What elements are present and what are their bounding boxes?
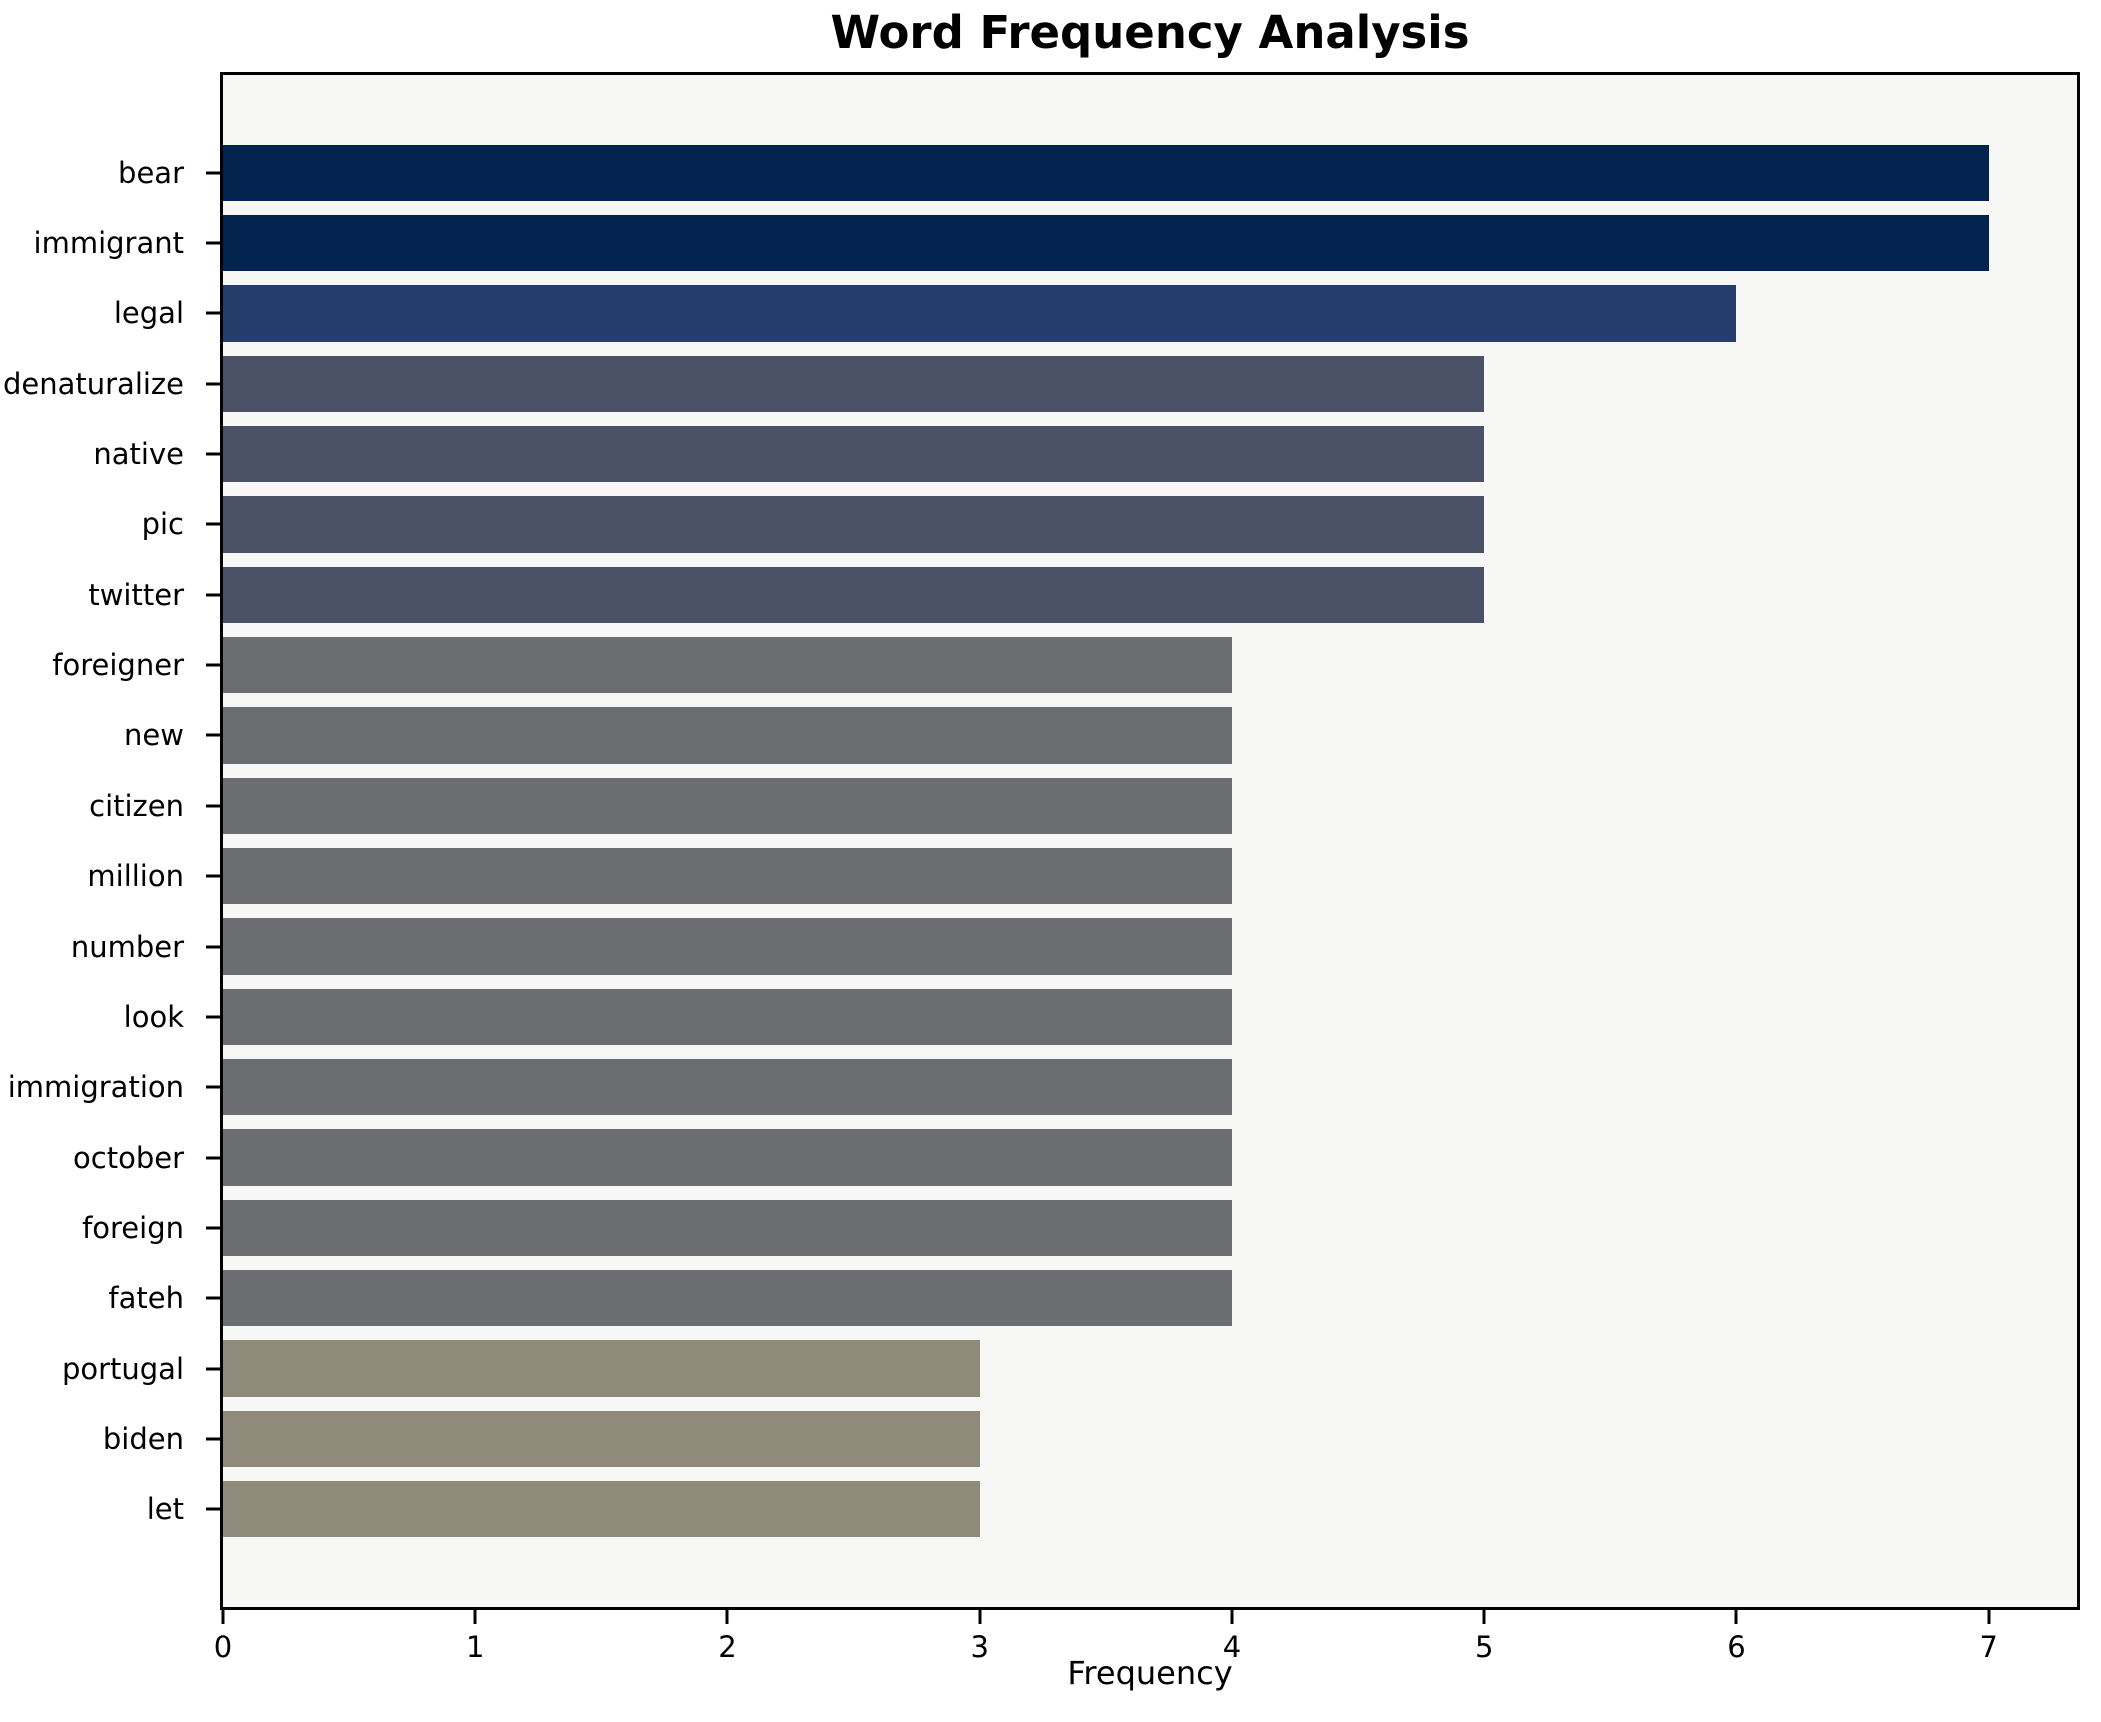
y-tick-mark <box>206 1015 220 1019</box>
plot-area <box>220 72 2080 1610</box>
bar-biden <box>223 1410 980 1468</box>
y-tick-label-immigrant: immigrant <box>33 226 184 261</box>
bar-new <box>223 707 1232 764</box>
x-tick-label-4: 4 <box>1222 1630 1242 1664</box>
y-tick-label-million: million <box>87 859 184 894</box>
x-tick-mark <box>1734 1610 1738 1624</box>
y-tick-label-new: new <box>124 718 184 753</box>
y-tick-mark <box>206 522 220 526</box>
y-tick-mark <box>206 452 220 456</box>
y-tick-mark <box>206 1437 220 1441</box>
y-tick-mark <box>206 241 220 245</box>
bar-citizen <box>223 777 1232 834</box>
y-tick-label-foreign: foreign <box>82 1210 184 1245</box>
y-tick-label-foreigner: foreigner <box>52 648 184 683</box>
y-tick-mark <box>206 171 220 175</box>
bar-native <box>223 425 1485 483</box>
y-tick-mark <box>206 663 220 667</box>
y-tick-label-twitter: twitter <box>88 577 184 612</box>
x-tick-mark <box>725 1610 729 1624</box>
bar-foreign <box>223 1199 1232 1256</box>
bar-look <box>223 988 1232 1045</box>
bar-number <box>223 918 1232 975</box>
y-tick-label-portugal: portugal <box>61 1351 184 1386</box>
x-tick-label-1: 1 <box>466 1630 485 1664</box>
y-tick-label-native: native <box>93 437 184 472</box>
x-axis-title: Frequency <box>1067 1654 1233 1692</box>
y-tick-label-let: let <box>146 1492 184 1527</box>
y-tick-mark <box>206 1085 220 1089</box>
x-tick-mark <box>1987 1610 1991 1624</box>
y-tick-label-look: look <box>123 999 184 1034</box>
y-tick-mark <box>206 382 220 386</box>
y-tick-label-denaturalize: denaturalize <box>2 366 184 401</box>
x-tick-label-5: 5 <box>1474 1630 1494 1664</box>
x-tick-label-7: 7 <box>1979 1630 1998 1664</box>
y-tick-mark <box>206 1507 220 1511</box>
x-tick-label-3: 3 <box>970 1630 989 1664</box>
x-tick-mark <box>473 1610 477 1624</box>
x-tick-mark <box>978 1610 982 1624</box>
y-tick-mark <box>206 593 220 597</box>
y-tick-mark <box>206 1226 220 1230</box>
bar-immigration <box>223 1059 1232 1116</box>
x-tick-mark <box>221 1610 225 1624</box>
y-axis: bear immigrant legal denaturalize native pic t… <box>0 75 220 1607</box>
y-tick-label-legal: legal <box>113 296 184 331</box>
bar-portugal <box>223 1340 980 1397</box>
y-tick-label-immigration: immigration <box>7 1070 184 1105</box>
bar-let <box>223 1481 980 1538</box>
y-tick-label-fateh: fateh <box>108 1281 184 1316</box>
y-tick-label-citizen: citizen <box>89 788 184 823</box>
y-tick-label-october: october <box>73 1140 184 1175</box>
bar-fateh <box>223 1270 1232 1327</box>
y-tick-mark <box>206 945 220 948</box>
y-tick-label-bear: bear <box>118 155 184 190</box>
y-tick-mark <box>206 311 220 315</box>
x-tick-label-2: 2 <box>718 1630 737 1664</box>
y-tick-mark <box>206 874 220 878</box>
x-tick-label-6: 6 <box>1727 1630 1746 1664</box>
x-tick-mark <box>1230 1610 1234 1624</box>
y-tick-mark <box>206 1156 220 1160</box>
bar-october <box>223 1129 1232 1186</box>
chart-title: Word Frequency Analysis <box>830 6 1470 59</box>
bar-legal <box>223 285 1737 342</box>
bar-immigrant <box>223 214 1989 272</box>
y-tick-label-pic: pic <box>141 507 184 542</box>
bar-million <box>223 848 1232 905</box>
x-axis: 0 1 2 3 4 5 6 7 <box>214 1610 2077 1680</box>
y-tick-mark <box>206 1296 220 1300</box>
x-tick-mark <box>1482 1610 1486 1624</box>
bar-foreigner <box>223 637 1232 694</box>
y-tick-mark <box>206 733 220 737</box>
bar-denaturalize <box>223 355 1485 412</box>
y-tick-mark <box>206 804 220 808</box>
y-tick-mark <box>206 1367 220 1371</box>
y-tick-label-number: number <box>70 929 184 964</box>
bar-pic <box>223 496 1485 553</box>
bar-bear <box>223 144 1989 201</box>
x-tick-label-0: 0 <box>213 1630 233 1664</box>
y-tick-label-biden: biden <box>102 1421 184 1456</box>
bar-twitter <box>223 566 1485 623</box>
